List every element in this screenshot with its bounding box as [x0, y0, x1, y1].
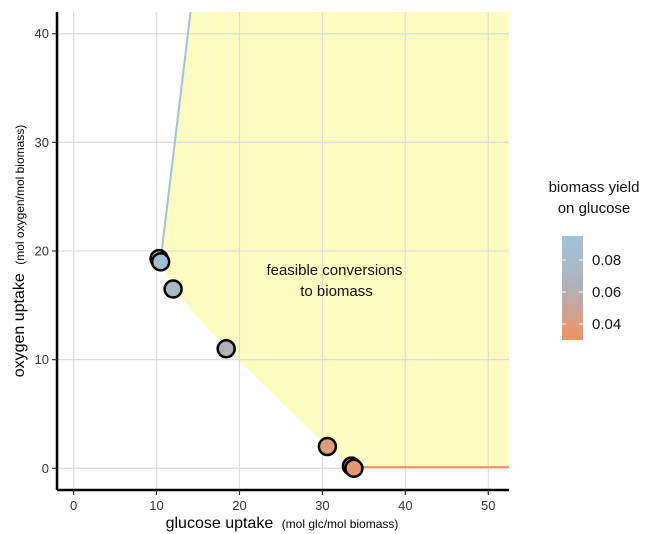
x-axis-title: glucose uptake (mol glc/mol biomass): [166, 515, 399, 532]
data-point: [163, 279, 183, 299]
y-tick-label: 10: [35, 352, 49, 367]
legend-tick-label: 0.04: [592, 316, 621, 333]
feasible-region-layer: [160, 12, 509, 468]
legend: biomass yield on glucose 0.08 0.06 0.04: [549, 179, 640, 340]
x-tick-label: 10: [149, 498, 163, 513]
grid-layer: [57, 12, 509, 490]
x-tick-label: 40: [398, 498, 412, 513]
legend-title-line-2: on glucose: [558, 200, 631, 217]
y-tick-label: 20: [35, 244, 49, 259]
x-axis-title-unit: (mol glc/mol biomass): [282, 517, 399, 531]
annotation-line-2: to biomass: [300, 283, 373, 300]
y-tick-label: 0: [42, 461, 49, 476]
data-point: [317, 436, 338, 457]
y-tick-layer: 0 10 20 30 40: [35, 26, 57, 476]
legend-tick-layer: 0.08 0.06 0.04: [562, 252, 621, 333]
legend-tick-label: 0.08: [592, 252, 621, 269]
x-tick-label: 0: [70, 498, 77, 513]
legend-color-bar: [562, 236, 583, 340]
y-axis-title: oxygen uptake (mol oxygen/mol biomass): [11, 125, 28, 378]
data-point: [216, 339, 236, 359]
x-tick-label: 20: [232, 498, 246, 513]
boundary-edge-layer: [159, 12, 509, 469]
y-axis-title-main: oxygen uptake: [11, 273, 28, 377]
feasible-region: [160, 12, 509, 468]
y-axis-title-unit: (mol oxygen/mol biomass): [13, 125, 27, 265]
x-tick-label: 50: [481, 498, 495, 513]
annotation-feasible-conversions: feasible conversions to biomass: [266, 262, 406, 300]
legend-tick-label: 0.06: [592, 284, 621, 301]
point-layer: [149, 248, 364, 479]
data-point: [150, 252, 171, 272]
annotation-line-1: feasible conversions: [266, 262, 402, 279]
data-point: [344, 458, 364, 479]
y-tick-label: 30: [35, 135, 49, 150]
feasible-boundary-edge: [159, 12, 192, 260]
x-tick-layer: 0 10 20 30 40 50: [70, 490, 496, 513]
y-tick-label: 40: [35, 26, 49, 41]
x-axis-title-main: glucose uptake: [166, 515, 274, 532]
legend-title-line-1: biomass yield: [549, 179, 640, 196]
x-tick-label: 30: [315, 498, 329, 513]
